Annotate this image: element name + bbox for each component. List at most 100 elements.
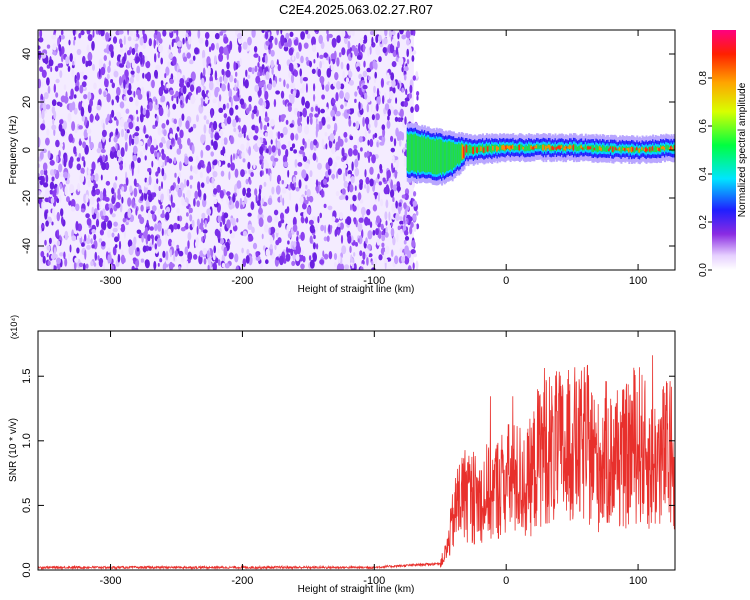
noise-speck bbox=[359, 250, 363, 257]
noise-speck bbox=[246, 248, 250, 256]
x-tick-label: -100 bbox=[363, 275, 385, 287]
noise-speck bbox=[355, 242, 358, 247]
noise-speck bbox=[94, 183, 98, 189]
noise-speck bbox=[330, 146, 336, 155]
noise-speck bbox=[354, 158, 359, 168]
noise-speck bbox=[43, 92, 49, 100]
signal-inner bbox=[434, 140, 437, 175]
noise-speck bbox=[268, 227, 271, 235]
signal-inner bbox=[525, 144, 528, 152]
noise-speck bbox=[393, 138, 397, 147]
signal-peak bbox=[465, 144, 469, 153]
noise-speck bbox=[259, 155, 265, 160]
noise-speck bbox=[399, 30, 404, 35]
noise-speck bbox=[187, 240, 190, 249]
noise-speck bbox=[87, 51, 93, 62]
noise-speck bbox=[210, 151, 214, 157]
noise-speck bbox=[351, 161, 354, 171]
noise-speck bbox=[395, 200, 398, 209]
noise-speck bbox=[190, 126, 194, 132]
noise-speck bbox=[258, 115, 262, 124]
noise-speck bbox=[378, 254, 383, 261]
noise-speck bbox=[390, 147, 395, 153]
noise-speck bbox=[200, 97, 204, 108]
noise-speck bbox=[309, 112, 313, 119]
noise-speck bbox=[89, 113, 94, 123]
colorbar-tick-label: 0.8 bbox=[698, 71, 709, 85]
noise-speck bbox=[316, 184, 319, 194]
noise-speck bbox=[345, 195, 349, 201]
noise-speck bbox=[404, 255, 407, 265]
noise-speck bbox=[123, 121, 129, 130]
noise-speck bbox=[397, 117, 402, 123]
noise-speck bbox=[270, 49, 275, 57]
noise-speck bbox=[83, 160, 86, 168]
noise-speck bbox=[305, 56, 309, 62]
noise-speck bbox=[87, 234, 90, 243]
noise-speck bbox=[127, 30, 130, 36]
noise-speck bbox=[413, 253, 417, 258]
noise-speck bbox=[86, 30, 91, 35]
noise-speck bbox=[357, 238, 360, 243]
noise-speck bbox=[285, 32, 290, 40]
noise-speck bbox=[136, 247, 140, 252]
noise-speck bbox=[346, 216, 352, 226]
noise-speck bbox=[154, 30, 158, 36]
noise-speck bbox=[194, 47, 199, 55]
bottom-y-multiplier: (x10⁴) bbox=[9, 315, 19, 339]
noise-speck bbox=[38, 182, 41, 189]
noise-speck bbox=[309, 60, 312, 68]
signal-peak bbox=[518, 144, 522, 151]
noise-speck bbox=[139, 37, 144, 46]
noise-speck bbox=[151, 79, 155, 89]
noise-speck bbox=[214, 257, 219, 264]
bottom-y-axis: 0.00.51.01.5 bbox=[21, 369, 675, 578]
noise-speck bbox=[217, 248, 220, 254]
signal-peak bbox=[555, 147, 559, 151]
noise-speck bbox=[304, 141, 307, 149]
noise-speck bbox=[352, 194, 357, 202]
noise-speck bbox=[169, 30, 172, 33]
signal-inner bbox=[452, 142, 455, 168]
noise-speck bbox=[58, 163, 63, 173]
noise-speck bbox=[136, 229, 142, 235]
noise-speck bbox=[367, 230, 373, 240]
noise-speck bbox=[304, 100, 310, 109]
noise-speck bbox=[354, 167, 360, 177]
noise-speck bbox=[119, 163, 123, 171]
noise-speck bbox=[173, 157, 177, 164]
noise-speck bbox=[94, 208, 98, 214]
noise-speck bbox=[392, 236, 396, 246]
chart-title: C2E4.2025.063.02.27.R07 bbox=[279, 2, 433, 17]
noise-speck bbox=[296, 230, 300, 236]
signal-inner bbox=[438, 138, 441, 174]
noise-speck bbox=[63, 84, 67, 91]
noise-speck bbox=[232, 224, 238, 232]
noise-speck bbox=[63, 251, 66, 260]
noise-speck bbox=[302, 138, 305, 146]
noise-speck bbox=[182, 85, 187, 95]
noise-speck bbox=[111, 265, 115, 270]
noise-speck bbox=[174, 172, 177, 178]
noise-speck bbox=[73, 261, 77, 270]
noise-speck bbox=[81, 81, 87, 88]
noise-speck bbox=[201, 212, 206, 219]
signal-peak bbox=[631, 147, 635, 152]
noise-speck bbox=[255, 75, 261, 84]
signal-inner bbox=[409, 133, 412, 172]
noise-speck bbox=[224, 117, 228, 126]
noise-speck bbox=[287, 38, 292, 48]
noise-speck bbox=[169, 144, 173, 150]
noise-speck bbox=[330, 109, 336, 118]
noise-speck bbox=[56, 257, 61, 265]
noise-speck bbox=[394, 169, 398, 179]
noise-speck bbox=[157, 222, 162, 232]
noise-speck bbox=[222, 103, 226, 111]
noise-speck bbox=[53, 128, 56, 136]
noise-speck bbox=[159, 142, 164, 149]
noise-speck bbox=[385, 184, 389, 193]
noise-speck bbox=[384, 30, 388, 37]
noise-speck bbox=[186, 212, 189, 217]
noise-speck bbox=[176, 244, 180, 249]
signal-inner bbox=[427, 137, 430, 172]
